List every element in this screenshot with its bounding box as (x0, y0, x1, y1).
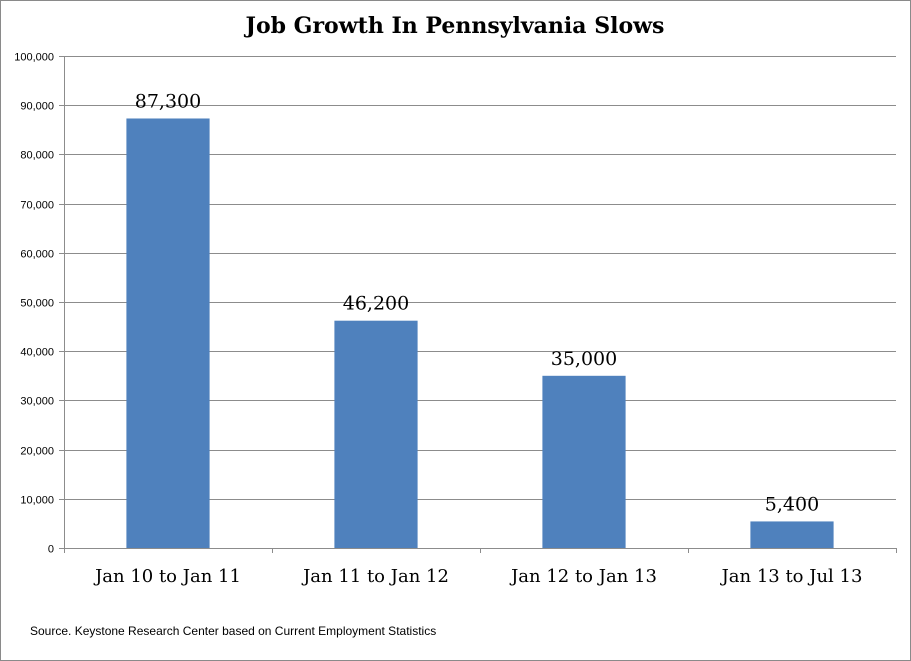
bar (750, 521, 834, 548)
data-label: 35,000 (551, 348, 617, 370)
x-tick-label: Jan 13 to Jul 13 (720, 566, 863, 587)
bar (126, 118, 210, 548)
y-tick-label: 50,000 (20, 298, 54, 310)
y-tick-label: 100,000 (14, 52, 54, 64)
data-label: 5,400 (765, 493, 819, 515)
x-axis-ticks: Jan 10 to Jan 11 Jan 11 to Jan 12 Jan 12 t… (93, 566, 862, 587)
y-tick-label: 0 (48, 544, 54, 556)
bar (542, 375, 626, 548)
y-tick-label: 40,000 (20, 347, 54, 359)
y-tick-label: 80,000 (20, 150, 54, 162)
y-axis-ticks: 0 10,000 20,000 30,000 40,000 50,000 60,000 70,… (14, 52, 64, 556)
data-label: 87,300 (135, 90, 201, 112)
bar (334, 320, 418, 548)
bars (126, 118, 834, 548)
y-tick-label: 20,000 (20, 446, 54, 458)
x-tick-label: Jan 11 to Jan 12 (301, 566, 449, 587)
data-labels: 87,300 46,200 35,000 5,400 (135, 90, 819, 515)
y-tick-label: 60,000 (20, 249, 54, 261)
y-tick-label: 70,000 (20, 200, 54, 212)
y-tick-label: 10,000 (20, 495, 54, 507)
axes (64, 56, 897, 553)
data-label: 46,200 (343, 293, 409, 315)
chart-title: Job Growth In Pennsylvania Slows (244, 13, 665, 39)
x-tick-label: Jan 10 to Jan 11 (93, 566, 241, 587)
source-note: Source. Keystone Research Center based o… (30, 624, 436, 638)
x-tick-label: Jan 12 to Jan 13 (509, 566, 657, 587)
y-tick-label: 90,000 (20, 101, 54, 113)
y-tick-label: 30,000 (20, 396, 54, 408)
